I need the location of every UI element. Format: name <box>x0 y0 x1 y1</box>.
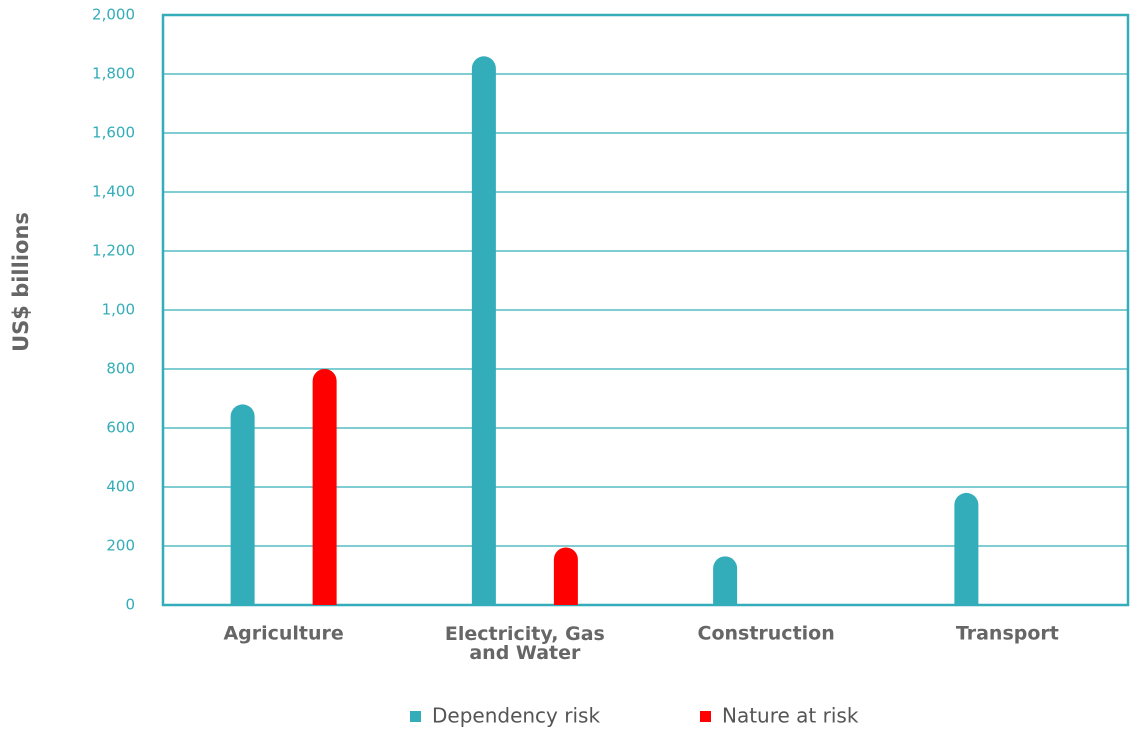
bar <box>553 547 578 605</box>
y-tick-label: 1,400 <box>92 183 135 201</box>
x-tick-label: Construction <box>698 623 835 645</box>
legend-label: Dependency risk <box>432 704 600 728</box>
x-tick-label: Agriculture <box>223 623 343 645</box>
x-tick-label: Transport <box>956 623 1059 645</box>
y-tick-label: 2,000 <box>92 6 135 24</box>
plot-frame <box>161 13 1130 607</box>
y-tick-label: 200 <box>106 537 135 555</box>
y-tick-label: 800 <box>106 360 135 378</box>
y-tick-label: 1,00 <box>102 301 135 319</box>
y-axis-label: US$ billions <box>9 212 33 352</box>
bar <box>713 556 738 605</box>
bar <box>471 56 496 606</box>
y-tick-label: 1,600 <box>92 124 135 142</box>
y-tick-label: 600 <box>106 419 135 437</box>
y-tick-label: 1,200 <box>92 242 135 260</box>
x-tick-label: Electricity, Gas and Water <box>445 623 605 664</box>
bar <box>312 369 337 605</box>
y-tick-label: 1,800 <box>92 65 135 83</box>
legend-label: Nature at risk <box>722 704 859 728</box>
bar <box>954 492 979 605</box>
bar <box>230 404 255 605</box>
legend-swatch <box>410 711 421 722</box>
y-tick-label: 400 <box>106 478 135 496</box>
y-tick-label: 0 <box>125 596 135 614</box>
legend-swatch <box>700 711 711 722</box>
